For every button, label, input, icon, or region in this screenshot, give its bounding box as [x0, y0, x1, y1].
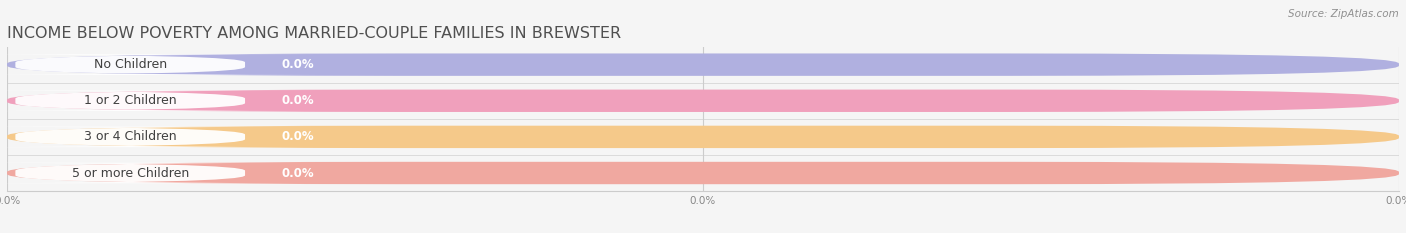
- Text: No Children: No Children: [94, 58, 167, 71]
- FancyBboxPatch shape: [7, 162, 1399, 184]
- Text: Source: ZipAtlas.com: Source: ZipAtlas.com: [1288, 9, 1399, 19]
- FancyBboxPatch shape: [7, 53, 1399, 76]
- FancyBboxPatch shape: [0, 54, 322, 75]
- FancyBboxPatch shape: [0, 163, 322, 183]
- FancyBboxPatch shape: [0, 90, 322, 111]
- Text: 0.0%: 0.0%: [281, 58, 315, 71]
- FancyBboxPatch shape: [7, 89, 1399, 112]
- Text: 0.0%: 0.0%: [281, 130, 315, 143]
- Text: INCOME BELOW POVERTY AMONG MARRIED-COUPLE FAMILIES IN BREWSTER: INCOME BELOW POVERTY AMONG MARRIED-COUPL…: [7, 26, 621, 41]
- FancyBboxPatch shape: [7, 126, 1399, 148]
- Text: 0.0%: 0.0%: [281, 167, 315, 179]
- FancyBboxPatch shape: [0, 127, 322, 147]
- Text: 5 or more Children: 5 or more Children: [72, 167, 188, 179]
- Text: 0.0%: 0.0%: [281, 94, 315, 107]
- Text: 3 or 4 Children: 3 or 4 Children: [84, 130, 177, 143]
- Text: 1 or 2 Children: 1 or 2 Children: [84, 94, 177, 107]
